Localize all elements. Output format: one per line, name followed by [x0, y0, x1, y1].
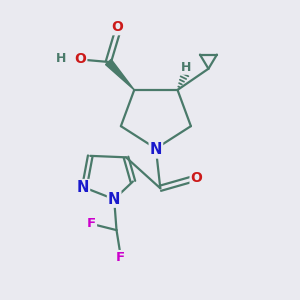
- Polygon shape: [106, 59, 134, 90]
- Text: O: O: [74, 52, 86, 66]
- Text: H: H: [181, 61, 191, 74]
- Text: N: N: [77, 180, 89, 195]
- Text: N: N: [108, 192, 120, 207]
- Text: O: O: [190, 171, 202, 185]
- Text: F: F: [116, 251, 124, 264]
- Text: F: F: [87, 217, 96, 230]
- Text: O: O: [111, 20, 123, 34]
- Text: H: H: [56, 52, 66, 64]
- Text: N: N: [150, 142, 162, 158]
